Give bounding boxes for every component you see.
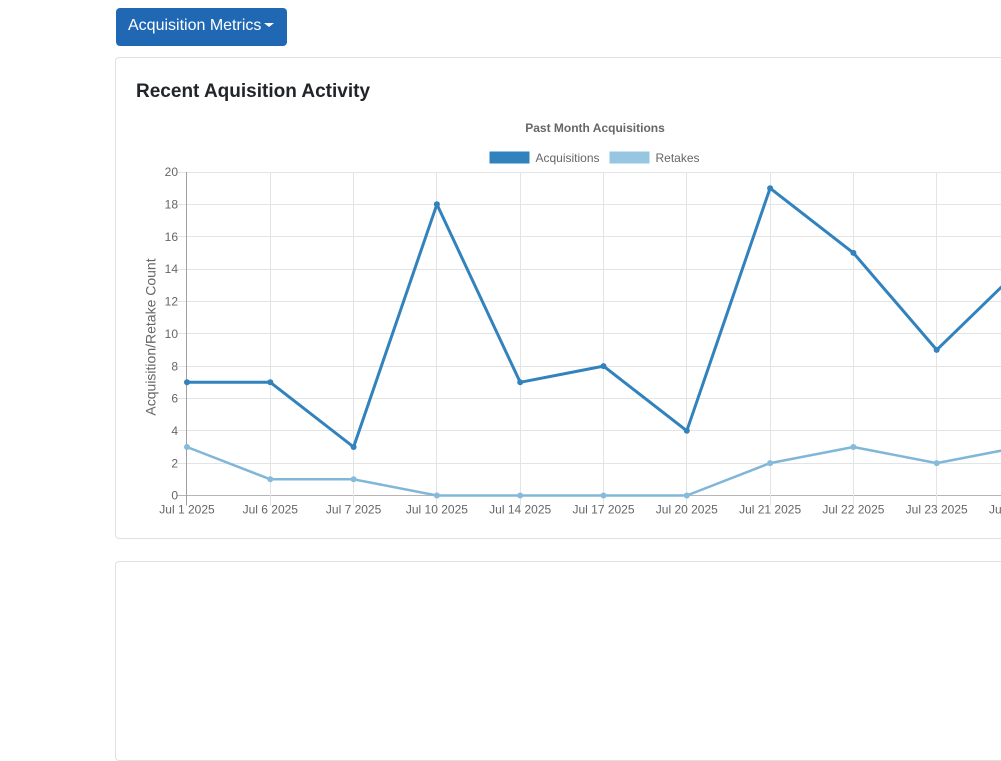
svg-text:Jul 22 2025: Jul 22 2025 — [822, 503, 884, 517]
svg-text:Jul 23 2025: Jul 23 2025 — [906, 503, 968, 517]
svg-text:Jul 1 2025: Jul 1 2025 — [159, 503, 215, 517]
svg-text:Jul 10 2025: Jul 10 2025 — [406, 503, 468, 517]
svg-text:0: 0 — [171, 489, 178, 503]
svg-text:Acquisition/Retake Count: Acquisition/Retake Count — [143, 258, 159, 415]
svg-text:6: 6 — [171, 392, 178, 406]
svg-text:4: 4 — [171, 424, 178, 438]
svg-text:18: 18 — [165, 198, 179, 212]
svg-text:Jul 14 2025: Jul 14 2025 — [489, 503, 551, 517]
svg-text:20: 20 — [165, 165, 179, 179]
svg-text:Jul 6 2025: Jul 6 2025 — [243, 503, 299, 517]
svg-text:Jul 7 2025: Jul 7 2025 — [326, 503, 382, 517]
svg-text:14: 14 — [165, 262, 179, 276]
svg-text:16: 16 — [165, 230, 179, 244]
svg-text:Jul 24 2025: Jul 24 2025 — [989, 503, 1001, 517]
svg-text:Jul 21 2025: Jul 21 2025 — [739, 503, 801, 517]
svg-text:Retakes: Retakes — [656, 151, 700, 165]
svg-text:Past Month Acquisitions: Past Month Acquisitions — [525, 121, 665, 135]
svg-text:Acquisitions: Acquisitions — [536, 151, 600, 165]
svg-text:Jul 17 2025: Jul 17 2025 — [572, 503, 634, 517]
svg-text:8: 8 — [171, 359, 178, 373]
svg-text:12: 12 — [165, 295, 179, 309]
svg-text:10: 10 — [165, 327, 179, 341]
svg-text:Jul 20 2025: Jul 20 2025 — [656, 503, 718, 517]
svg-text:2: 2 — [171, 456, 178, 470]
